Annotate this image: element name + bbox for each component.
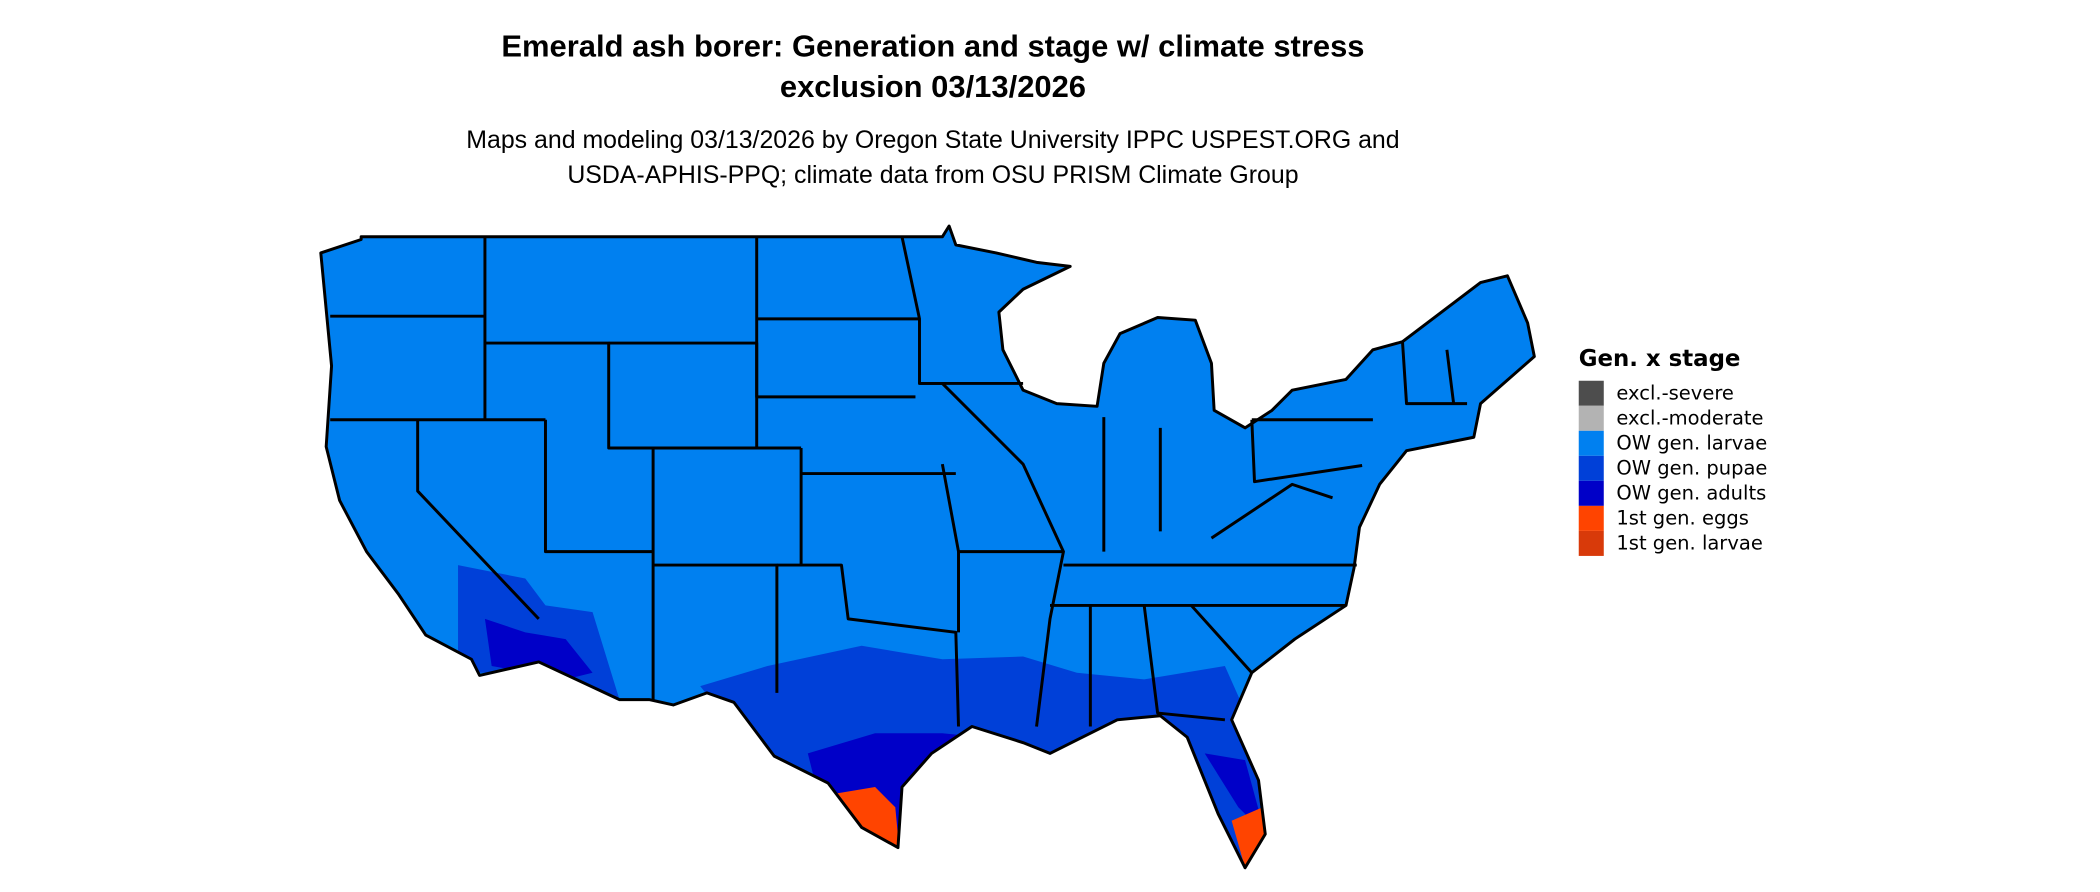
- legend: Gen. x stage excl.-severeexcl.-moderateO…: [1578, 346, 1767, 556]
- ow-larvae-region: [320, 226, 1535, 868]
- legend-label: excl.-severe: [1616, 382, 1734, 405]
- legend-swatch: [1578, 480, 1604, 506]
- legend-label: OW gen. pupae: [1616, 457, 1767, 480]
- title-line-2: exclusion 03/13/2026: [780, 69, 1086, 104]
- legend-label: 1st gen. eggs: [1616, 507, 1748, 530]
- subtitle-line-2: USDA-APHIS-PPQ; climate data from OSU PR…: [567, 161, 1298, 189]
- legend-label: 1st gen. larvae: [1616, 532, 1762, 555]
- legend-swatch: [1578, 380, 1604, 406]
- legend-swatch: [1578, 430, 1604, 456]
- legend-label: OW gen. adults: [1616, 482, 1766, 505]
- legend-label: OW gen. larvae: [1616, 432, 1767, 455]
- first-gen-eggs-region-tx: [834, 787, 900, 851]
- legend-label: excl.-moderate: [1616, 407, 1763, 430]
- legend-swatch: [1578, 455, 1604, 481]
- subtitle-line-1: Maps and modeling 03/13/2026 by Oregon S…: [466, 126, 1399, 154]
- legend-swatch: [1578, 530, 1604, 556]
- legend-title: Gen. x stage: [1579, 346, 1741, 372]
- us-map: [319, 224, 1536, 870]
- ow-pupae-region-gulf: [700, 645, 1279, 862]
- title-line-1: Emerald ash borer: Generation and stage …: [501, 29, 1364, 64]
- state-borders: [330, 236, 1468, 727]
- legend-swatch: [1578, 405, 1604, 431]
- legend-swatch: [1578, 505, 1604, 531]
- ow-adults-region-sw: [484, 618, 593, 680]
